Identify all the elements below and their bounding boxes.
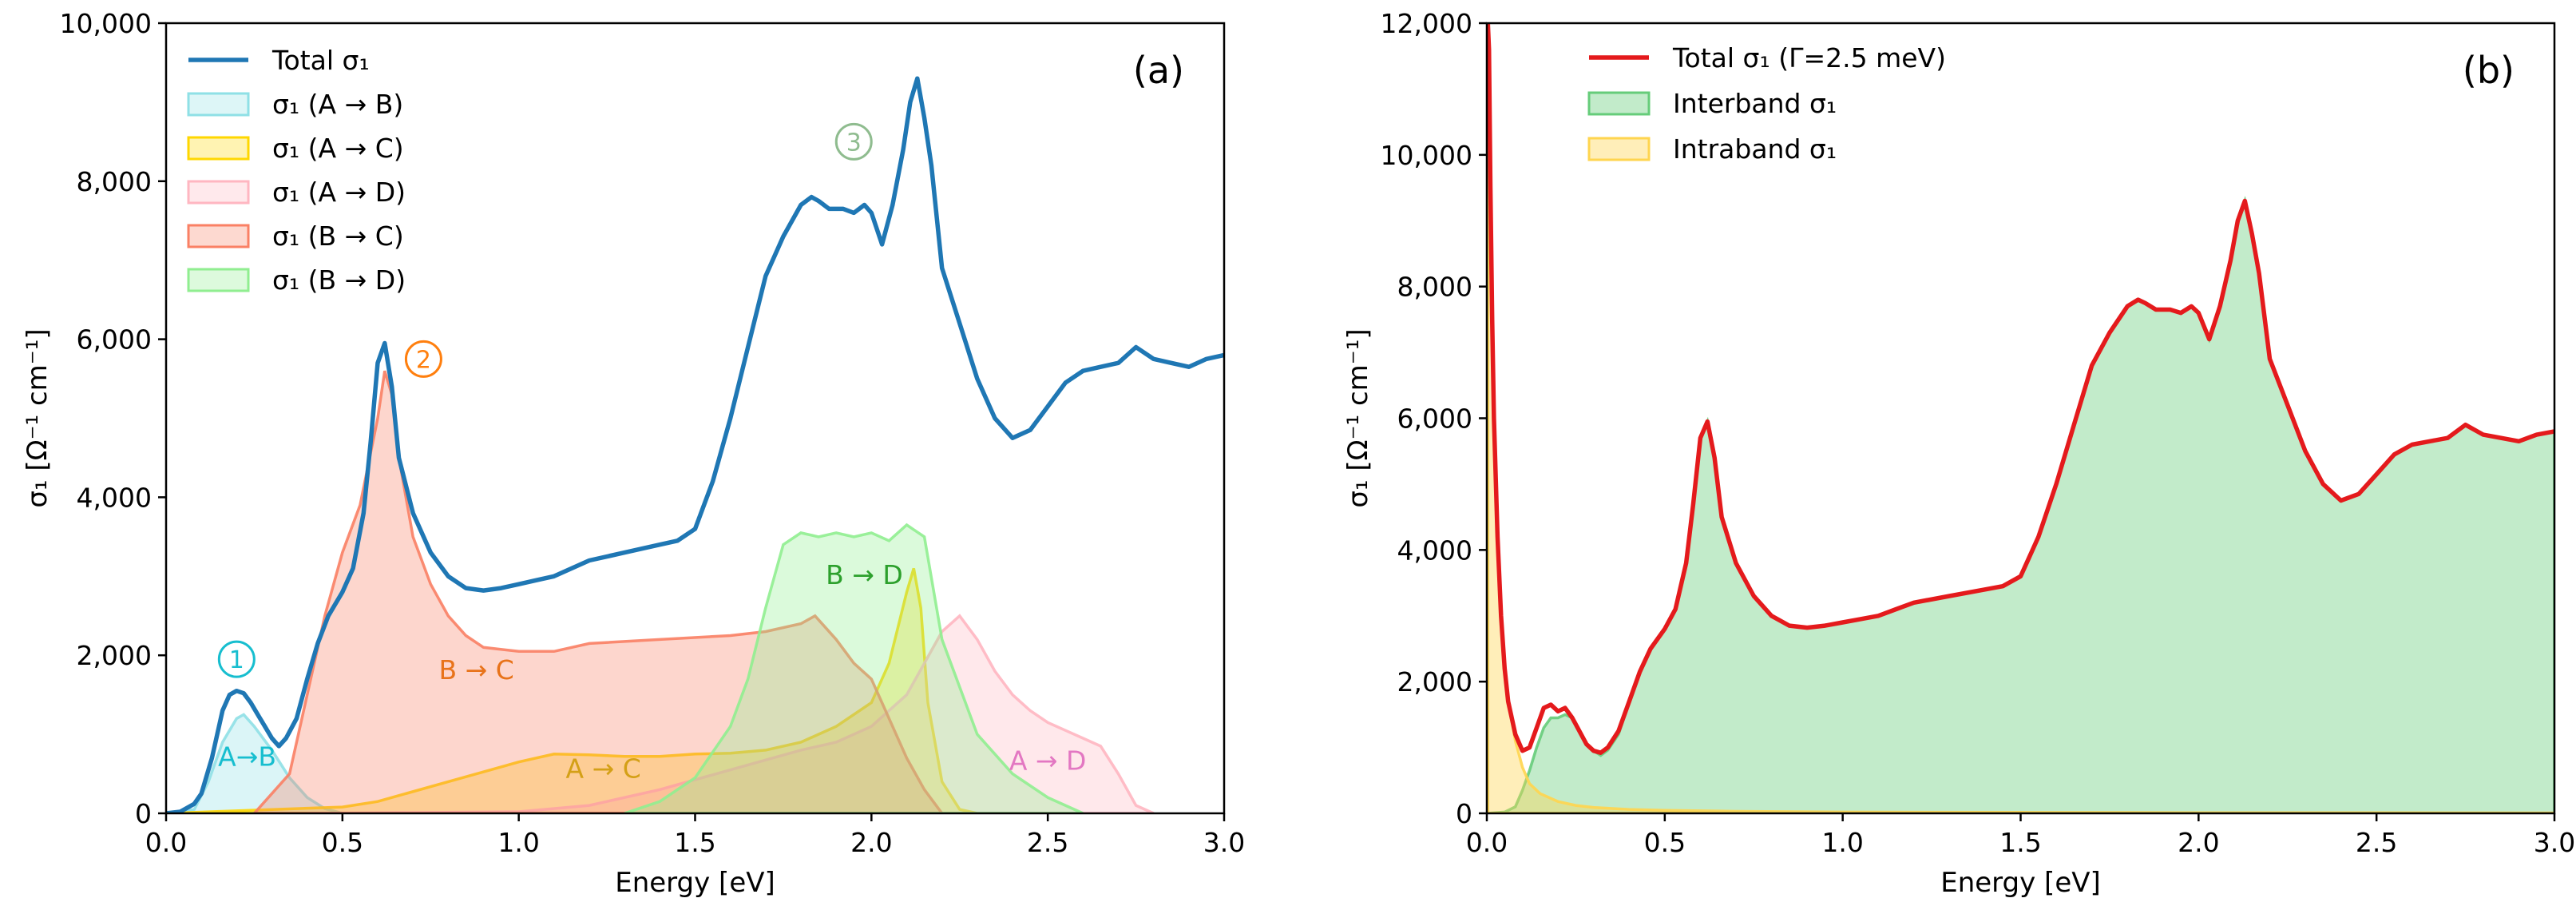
panel-label-a: (a) <box>1133 49 1184 92</box>
chart-panel-a: A→B B → C A → C B → D A → D 1 2 3 0.0 0.5 1.0 1.5 2… <box>22 8 1245 899</box>
legend-label-total-sigma1-gamma-2-5-mev: Total σ₁ (Γ=2.5 meV) <box>1672 42 1946 74</box>
x-axis-label-b: Energy [eV] <box>1940 867 2101 899</box>
y-axis-a: 0 2,000 4,000 6,000 8,000 10,000 <box>60 8 166 829</box>
x-tick-label: 0.5 <box>1644 827 1686 858</box>
x-axis-label-a: Energy [eV] <box>615 867 775 899</box>
y-axis-b: 0 2,000 4,000 6,000 8,000 10,000 12,000 <box>1381 8 1487 829</box>
x-tick-label: 0.0 <box>145 827 187 858</box>
legend-label-intraband-sigma1: Intraband σ₁ <box>1673 133 1837 165</box>
x-tick-label: 3.0 <box>1203 827 1245 858</box>
chart-panel-b: 0.0 0.5 1.0 1.5 2.0 2.5 3.0 0 2,000 4,000 6,000 8,… <box>1342 8 2575 899</box>
x-tick-label: 1.0 <box>1821 827 1863 858</box>
x-tick-label: 0.5 <box>322 827 363 858</box>
annotation-atob: A→B <box>218 741 276 773</box>
annotation-layer-a: A→B B → C A → C B → D A → D 1 2 3 <box>217 122 1087 784</box>
area-sigma1-b-to-c <box>252 370 944 813</box>
legend-swatch-sigma1-b-to-c <box>187 224 250 248</box>
area-interband-sigma1 <box>1487 196 2554 813</box>
legend-swatch-sigma1-b-to-d <box>187 268 250 292</box>
y-tick-label: 6,000 <box>77 324 152 356</box>
x-tick-label: 1.5 <box>1999 827 2041 858</box>
x-tick-label: 2.0 <box>850 827 892 858</box>
circled-number-2: 2 <box>416 346 431 374</box>
circled-marker-3 <box>834 122 873 161</box>
x-tick-label: 3.0 <box>2534 827 2575 858</box>
y-tick-label: 0 <box>135 798 152 829</box>
area-sigma1-a-to-c <box>166 567 978 813</box>
legend-label-total-sigma1: Total σ₁ <box>271 45 370 76</box>
circled-marker-1 <box>217 640 256 678</box>
y-tick-label: 4,000 <box>1397 534 1472 566</box>
y-tick-label: 2,000 <box>1397 666 1472 697</box>
panel-label-b: (b) <box>2463 49 2515 92</box>
legend-label-sigma1-a-to-b: σ₁ (A → B) <box>272 89 403 120</box>
y-tick-label: 2,000 <box>77 640 152 671</box>
legend-label-sigma1-b-to-c: σ₁ (B → C) <box>272 221 404 252</box>
circled-number-3: 3 <box>846 129 862 157</box>
x-tick-label: 2.5 <box>1027 827 1068 858</box>
legend-label-sigma1-b-to-d: σ₁ (B → D) <box>272 264 406 296</box>
annotation-b-to-c: B → C <box>439 654 514 685</box>
legend-a: Total σ₁ σ₁ (A → B) σ₁ (A → C) σ₁ (A → D) σ₁… <box>187 45 406 296</box>
legend-label-sigma1-a-to-c: σ₁ (A → C) <box>272 133 404 164</box>
annotation-a-to-d: A → D <box>1009 745 1087 777</box>
y-tick-label: 6,000 <box>1397 403 1472 435</box>
circled-marker-2 <box>404 340 442 378</box>
area-sigma1-a-to-d <box>307 614 1155 813</box>
line-total-sigma1-gamma-2-5-mev <box>1487 23 2554 755</box>
y-axis-label-a: σ₁ [Ω⁻¹ cm⁻¹] <box>22 328 54 507</box>
x-axis-a: 0.0 0.5 1.0 1.5 2.0 2.5 3.0 <box>145 813 1245 858</box>
y-tick-label: 10,000 <box>60 8 152 39</box>
y-axis-label-b: σ₁ [Ω⁻¹ cm⁻¹] <box>1342 328 1374 507</box>
legend-label-interband-sigma1: Interband σ₁ <box>1673 88 1837 119</box>
x-tick-label: 2.5 <box>2356 827 2397 858</box>
y-tick-label: 0 <box>1456 798 1472 829</box>
line-total-sigma1 <box>166 76 1224 813</box>
x-tick-label: 1.0 <box>497 827 539 858</box>
legend-swatch-interband-sigma1 <box>1587 91 1651 116</box>
y-tick-label: 8,000 <box>1397 272 1472 303</box>
legend-swatch-sigma1-a-to-b <box>187 92 250 117</box>
x-tick-label: 2.0 <box>2178 827 2219 858</box>
y-tick-label: 8,000 <box>77 166 152 197</box>
area-sigma1-b-to-d <box>624 523 1084 813</box>
y-tick-label: 12,000 <box>1381 8 1472 39</box>
legend-swatch-sigma1-a-to-c <box>187 136 250 161</box>
x-tick-label: 1.5 <box>674 827 715 858</box>
annotation-a-to-c: A → C <box>566 753 641 784</box>
y-tick-label: 10,000 <box>1381 140 1472 171</box>
legend-label-sigma1-a-to-d: σ₁ (A → D) <box>272 177 406 208</box>
series-layer-a <box>166 76 1224 813</box>
annotation-b-to-d: B → D <box>826 559 903 590</box>
legend-swatch-intraband-sigma1 <box>1587 137 1651 161</box>
legend-swatch-sigma1-a-to-d <box>187 180 250 205</box>
legend-b: Total σ₁ (Γ=2.5 meV) Interband σ₁ Intraban… <box>1587 42 1946 165</box>
y-tick-label: 4,000 <box>77 482 152 513</box>
x-axis-b: 0.0 0.5 1.0 1.5 2.0 2.5 3.0 <box>1466 813 2575 858</box>
x-tick-label: 0.0 <box>1466 827 1508 858</box>
circled-number-1: 1 <box>229 646 244 674</box>
